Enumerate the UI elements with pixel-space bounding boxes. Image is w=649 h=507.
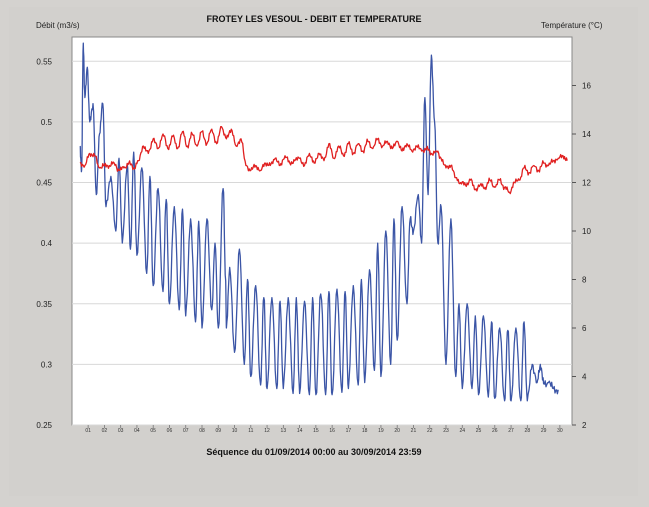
series-layer bbox=[79, 42, 568, 402]
x-tick-label: 16 bbox=[329, 428, 335, 434]
debit-series-line bbox=[79, 42, 559, 402]
y-right-tick-label: 16 bbox=[582, 82, 591, 91]
y-right-tick-label: 10 bbox=[582, 227, 591, 236]
chart-title: FROTEY LES VESOUL - DEBIT ET TEMPERATURE bbox=[206, 14, 421, 24]
x-tick-label: 23 bbox=[443, 428, 449, 434]
y-left-tick-label: 0.25 bbox=[36, 421, 52, 430]
x-tick-label: 24 bbox=[459, 428, 465, 434]
x-tick-label: 07 bbox=[183, 428, 189, 434]
x-tick-label: 22 bbox=[427, 428, 433, 434]
y-axis-left-ticks: 0.55 0.5 0.45 0.4 0.35 0.3 0.25 bbox=[36, 57, 52, 430]
y-right-tick-label: 12 bbox=[582, 179, 591, 188]
y-left-tick-label: 0.5 bbox=[41, 118, 53, 127]
x-tick-label: 03 bbox=[118, 428, 124, 434]
x-tick-label: 20 bbox=[394, 428, 400, 434]
x-tick-label: 04 bbox=[134, 428, 140, 434]
x-tick-label: 26 bbox=[492, 428, 498, 434]
x-tick-label: 27 bbox=[508, 428, 514, 434]
x-tick-label: 06 bbox=[167, 428, 173, 434]
y-right-tick-label: 6 bbox=[582, 324, 587, 333]
x-tick-label: 05 bbox=[150, 428, 156, 434]
x-tick-label: 18 bbox=[362, 428, 368, 434]
x-tick-label: 01 bbox=[85, 428, 91, 434]
x-tick-label: 17 bbox=[346, 428, 352, 434]
x-tick-label: 12 bbox=[264, 428, 270, 434]
x-tick-label: 19 bbox=[378, 428, 384, 434]
y-axis-left-label: Débit (m3/s) bbox=[36, 21, 80, 30]
y-right-tick-label: 14 bbox=[582, 130, 591, 139]
chart-window: FROTEY LES VESOUL - DEBIT ET TEMPERATURE… bbox=[9, 7, 638, 496]
y-left-tick-label: 0.35 bbox=[36, 300, 52, 309]
x-tick-label: 09 bbox=[215, 428, 221, 434]
y-axis-right-ticks: 16 14 12 10 8 6 4 2 bbox=[572, 82, 591, 430]
x-axis-ticks: 01 02 03 04 05 06 07 08 09 10 11 12 13 14 15 16 17 18 19 20… bbox=[85, 425, 563, 434]
sequence-footer: Séquence du 01/09/2014 00:00 au 30/09/20… bbox=[206, 447, 421, 457]
x-tick-label: 15 bbox=[313, 428, 319, 434]
y-left-tick-label: 0.4 bbox=[41, 239, 53, 248]
y-right-tick-label: 4 bbox=[582, 373, 587, 382]
x-tick-label: 30 bbox=[557, 428, 563, 434]
x-tick-label: 11 bbox=[248, 428, 253, 434]
x-tick-label: 02 bbox=[102, 428, 108, 434]
x-tick-label: 13 bbox=[281, 428, 287, 434]
x-tick-label: 29 bbox=[541, 428, 547, 434]
x-tick-label: 08 bbox=[199, 428, 205, 434]
y-axis-right-label: Température (°C) bbox=[541, 21, 603, 30]
temperature-series-line bbox=[79, 126, 568, 195]
y-right-tick-label: 8 bbox=[582, 276, 587, 285]
x-tick-label: 10 bbox=[232, 428, 238, 434]
x-tick-label: 25 bbox=[476, 428, 482, 434]
y-left-tick-label: 0.55 bbox=[36, 57, 52, 66]
x-tick-label: 14 bbox=[297, 428, 303, 434]
x-tick-label: 21 bbox=[411, 428, 417, 434]
y-right-tick-label: 2 bbox=[582, 421, 587, 430]
chart-svg: FROTEY LES VESOUL - DEBIT ET TEMPERATURE… bbox=[36, 14, 603, 457]
y-left-tick-label: 0.45 bbox=[36, 179, 52, 188]
x-tick-label: 28 bbox=[525, 428, 531, 434]
y-left-tick-label: 0.3 bbox=[41, 360, 53, 369]
